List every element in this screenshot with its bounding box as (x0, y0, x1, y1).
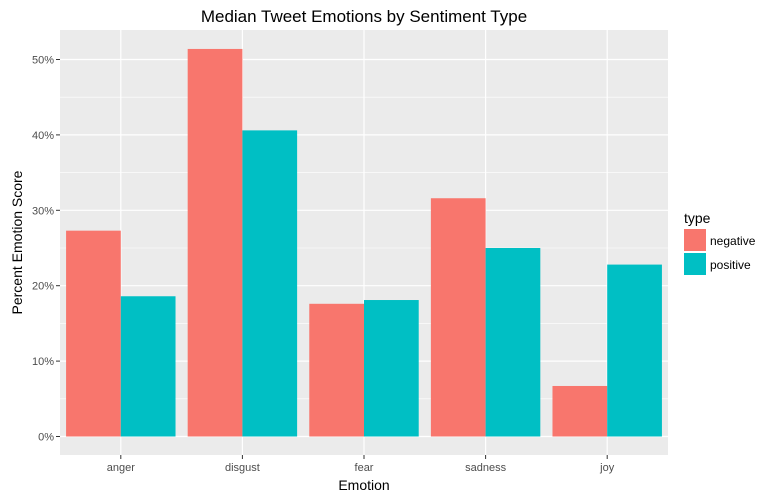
x-tick-label: anger (107, 462, 135, 474)
legend-label-negative: negative (710, 234, 756, 248)
y-tick-label: 40% (32, 130, 54, 142)
bar-positive-sadness (485, 248, 541, 437)
legend: type negative positive (684, 210, 756, 275)
bar-negative-joy (552, 385, 608, 437)
x-axis-title: Emotion (338, 477, 389, 493)
y-tick-label: 20% (32, 281, 54, 293)
chart-title: Median Tweet Emotions by Sentiment Type (201, 7, 527, 26)
legend-key-positive (684, 253, 706, 275)
x-axis: anger disgust fear sadness joy (107, 455, 615, 474)
bars-group (66, 48, 662, 437)
y-tick-label: 10% (32, 356, 54, 368)
bar-negative-anger (66, 230, 121, 437)
x-tick-label: joy (599, 462, 615, 474)
bar-positive-disgust (242, 130, 298, 437)
y-tick-label: 30% (32, 205, 54, 217)
legend-key-negative (684, 229, 706, 251)
bar-negative-sadness (430, 198, 486, 437)
x-tick-label: fear (355, 462, 374, 474)
bar-positive-fear (364, 300, 419, 437)
bar-negative-disgust (187, 48, 243, 437)
bar-positive-joy (607, 264, 662, 437)
legend-label-positive: positive (710, 258, 751, 272)
x-tick-label: disgust (225, 462, 260, 474)
bar-negative-fear (309, 303, 364, 437)
y-tick-label: 50% (32, 55, 54, 67)
y-axis-title: Percent Emotion Score (9, 170, 25, 314)
legend-title: type (684, 210, 711, 226)
bar-positive-anger (120, 296, 176, 437)
x-tick-label: sadness (465, 462, 506, 474)
y-tick-label: 0% (38, 432, 54, 444)
y-axis: 0% 10% 20% 30% 40% 50% (32, 55, 60, 444)
